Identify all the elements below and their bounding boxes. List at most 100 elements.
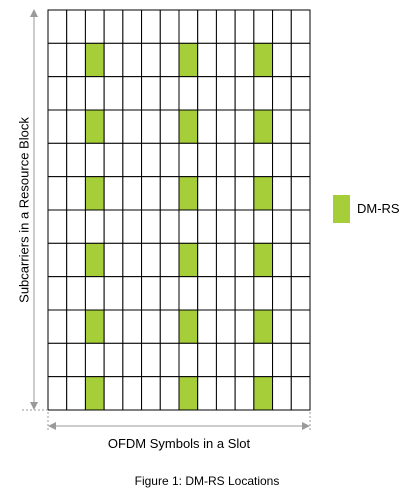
resource-element: [103, 242, 124, 278]
dmrs-resource-element: [84, 42, 105, 78]
resource-element: [178, 9, 199, 44]
resource-element: [159, 242, 180, 278]
resource-element: [197, 376, 217, 411]
resource-element: [215, 109, 236, 144]
resource-element: [103, 142, 124, 178]
resource-element: [253, 142, 274, 178]
dmrs-resource-element: [253, 42, 274, 78]
resource-element: [215, 142, 236, 178]
resource-element: [84, 276, 105, 311]
resource-element: [47, 42, 68, 78]
resource-element: [66, 342, 86, 378]
resource-element: [234, 242, 255, 278]
resource-element: [84, 142, 105, 178]
x-axis-label: OFDM Symbols in a Slot: [107, 436, 251, 451]
resource-element: [141, 276, 161, 311]
resource-element: [197, 42, 217, 78]
dmrs-resource-element: [178, 109, 199, 144]
vertical-dimension-arrow: [22, 9, 48, 411]
resource-element: [84, 342, 105, 378]
resource-element: [178, 142, 199, 178]
resource-element: [84, 209, 105, 244]
resource-element: [253, 76, 274, 111]
dmrs-resource-element: [253, 109, 274, 144]
resource-element: [103, 109, 124, 144]
dmrs-resource-element: [178, 376, 199, 411]
resource-element: [103, 176, 124, 211]
resource-element: [197, 209, 217, 244]
resource-element: [122, 376, 143, 411]
resource-element: [290, 376, 311, 411]
resource-element: [272, 209, 292, 244]
resource-element: [290, 309, 311, 344]
resource-element: [159, 309, 180, 344]
resource-element: [141, 209, 161, 244]
resource-element: [159, 76, 180, 111]
resource-element: [290, 109, 311, 144]
resource-element: [47, 242, 68, 278]
resource-element: [122, 342, 143, 378]
dmrs-resource-element: [84, 176, 105, 211]
resource-element: [66, 109, 86, 144]
resource-element: [290, 142, 311, 178]
resource-element: [66, 209, 86, 244]
resource-element: [197, 76, 217, 111]
resource-element: [290, 76, 311, 111]
resource-element: [84, 76, 105, 111]
resource-element: [66, 76, 86, 111]
resource-element: [290, 42, 311, 78]
resource-element: [141, 342, 161, 378]
resource-element: [103, 276, 124, 311]
dmrs-resource-element: [253, 309, 274, 344]
legend-swatch-dmrs: [333, 195, 350, 223]
resource-element: [234, 109, 255, 144]
resource-element: [159, 142, 180, 178]
resource-element: [197, 309, 217, 344]
resource-element: [215, 176, 236, 211]
dmrs-resource-element: [178, 42, 199, 78]
resource-element: [47, 9, 68, 44]
resource-element: [47, 376, 68, 411]
resource-element: [103, 76, 124, 111]
resource-element: [234, 376, 255, 411]
resource-element: [103, 42, 124, 78]
resource-element: [234, 176, 255, 211]
resource-element: [253, 342, 274, 378]
resource-element: [234, 76, 255, 111]
resource-element: [66, 242, 86, 278]
resource-element: [272, 42, 292, 78]
dmrs-resource-element: [178, 309, 199, 344]
resource-element: [103, 9, 124, 44]
resource-element: [122, 242, 143, 278]
resource-element: [159, 376, 180, 411]
resource-element: [47, 176, 68, 211]
resource-element: [141, 242, 161, 278]
resource-element: [197, 276, 217, 311]
resource-element: [159, 176, 180, 211]
resource-element: [234, 342, 255, 378]
resource-element: [159, 342, 180, 378]
resource-element: [197, 9, 217, 44]
resource-element: [272, 276, 292, 311]
resource-element: [272, 309, 292, 344]
resource-element: [47, 142, 68, 178]
resource-element: [122, 9, 143, 44]
resource-element: [272, 109, 292, 144]
resource-element: [215, 42, 236, 78]
resource-element: [290, 209, 311, 244]
resource-element: [141, 309, 161, 344]
resource-element: [197, 109, 217, 144]
dmrs-resource-element: [84, 242, 105, 278]
resource-element: [234, 42, 255, 78]
resource-element: [290, 276, 311, 311]
resource-element: [141, 109, 161, 144]
resource-element: [66, 276, 86, 311]
resource-element: [290, 176, 311, 211]
resource-element: [122, 76, 143, 111]
resource-element: [197, 242, 217, 278]
dmrs-resource-element: [253, 376, 274, 411]
resource-element: [66, 142, 86, 178]
resource-element: [253, 209, 274, 244]
resource-element: [234, 209, 255, 244]
